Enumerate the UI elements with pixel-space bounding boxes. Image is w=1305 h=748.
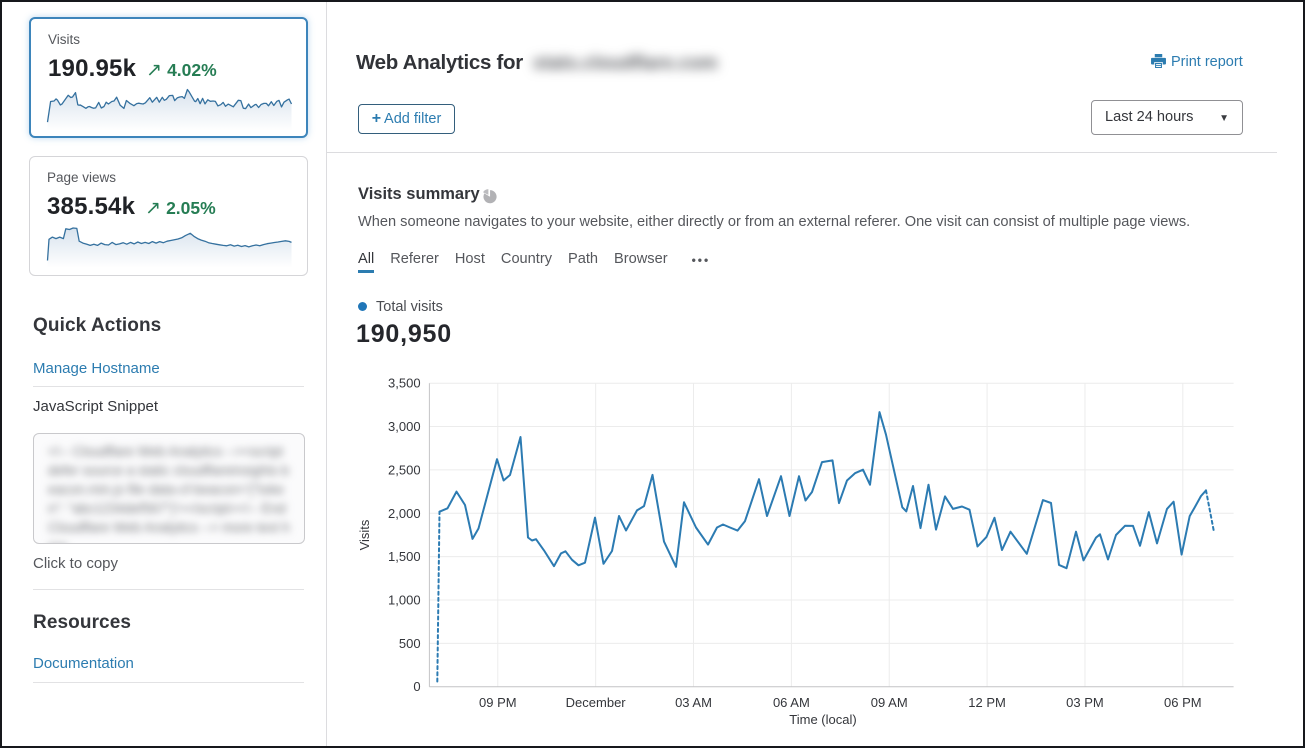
svg-text:2,000: 2,000 [388, 506, 421, 521]
svg-text:December: December [566, 695, 627, 710]
svg-text:06 AM: 06 AM [773, 695, 810, 710]
svg-text:2,500: 2,500 [388, 462, 421, 477]
svg-text:3,500: 3,500 [388, 376, 421, 391]
svg-text:12 PM: 12 PM [968, 695, 1006, 710]
svg-text:03 AM: 03 AM [675, 695, 712, 710]
svg-text:1,500: 1,500 [388, 549, 421, 564]
svg-text:Time (local): Time (local) [789, 712, 856, 727]
svg-text:500: 500 [399, 636, 421, 651]
svg-text:09 AM: 09 AM [871, 695, 908, 710]
svg-text:3,000: 3,000 [388, 419, 421, 434]
svg-text:1,000: 1,000 [388, 592, 421, 607]
svg-text:06 PM: 06 PM [1164, 695, 1202, 710]
svg-text:Visits: Visits [357, 519, 372, 550]
svg-text:03 PM: 03 PM [1066, 695, 1104, 710]
svg-text:09 PM: 09 PM [479, 695, 517, 710]
svg-text:0: 0 [413, 679, 420, 694]
